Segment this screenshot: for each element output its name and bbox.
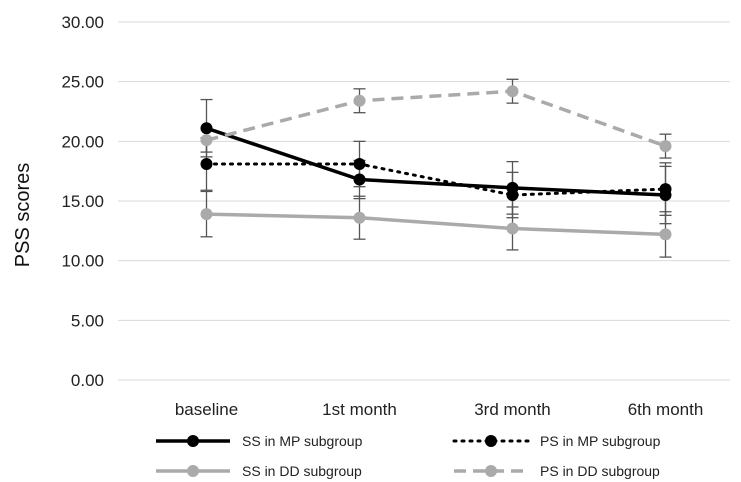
gridlines bbox=[118, 21, 730, 381]
y-tick-label: 20.00 bbox=[61, 132, 104, 151]
legend-label: PS in DD subgroup bbox=[540, 463, 660, 479]
legend-item: SS in MP subgroup bbox=[156, 433, 363, 449]
data-point bbox=[200, 134, 213, 147]
series-lines bbox=[205, 89, 667, 237]
y-tick-label: 10.00 bbox=[61, 252, 104, 271]
legend-item: SS in DD subgroup bbox=[156, 463, 362, 479]
legend-label: SS in MP subgroup bbox=[242, 433, 363, 449]
y-tick-label: 15.00 bbox=[61, 192, 104, 211]
legend-marker bbox=[485, 435, 497, 447]
data-point bbox=[200, 122, 213, 135]
x-tick-label: baseline bbox=[175, 400, 238, 419]
legend-item: PS in DD subgroup bbox=[454, 463, 660, 479]
data-point bbox=[506, 189, 519, 202]
data-point bbox=[353, 211, 366, 224]
data-point bbox=[200, 208, 213, 221]
legend-marker bbox=[187, 435, 199, 447]
series-points bbox=[200, 85, 672, 241]
y-tick-label: 30.00 bbox=[61, 13, 104, 32]
series-line bbox=[206, 89, 667, 148]
series-line bbox=[205, 162, 667, 197]
x-axis-ticks: baseline 1st month 3rd month 6th month bbox=[175, 400, 703, 419]
x-tick-label: 3rd month bbox=[474, 400, 551, 419]
data-point bbox=[659, 183, 672, 196]
y-tick-label: 0.00 bbox=[71, 371, 104, 390]
series-line bbox=[205, 126, 666, 197]
data-point bbox=[353, 158, 366, 171]
legend-item: PS in MP subgroup bbox=[452, 433, 661, 449]
series-line bbox=[206, 212, 666, 237]
data-point bbox=[353, 173, 366, 186]
data-point bbox=[200, 158, 213, 171]
y-tick-label: 25.00 bbox=[61, 73, 104, 92]
y-axis-label: PSS scores bbox=[12, 163, 34, 267]
legend-marker bbox=[485, 465, 497, 477]
data-point bbox=[659, 140, 672, 153]
y-axis-ticks: 0.00 5.00 10.00 15.00 20.00 25.00 30.00 bbox=[61, 13, 104, 390]
x-tick-label: 1st month bbox=[322, 400, 397, 419]
data-point bbox=[506, 85, 519, 98]
legend: SS in MP subgroup PS in MP subgroup SS in … bbox=[156, 433, 661, 479]
data-point bbox=[659, 228, 672, 241]
x-tick-label: 6th month bbox=[628, 400, 704, 419]
y-tick-label: 5.00 bbox=[71, 311, 104, 330]
legend-label: PS in MP subgroup bbox=[540, 433, 661, 449]
data-point bbox=[353, 94, 366, 107]
data-point bbox=[506, 222, 519, 235]
legend-label: SS in DD subgroup bbox=[242, 463, 362, 479]
legend-marker bbox=[187, 465, 199, 477]
